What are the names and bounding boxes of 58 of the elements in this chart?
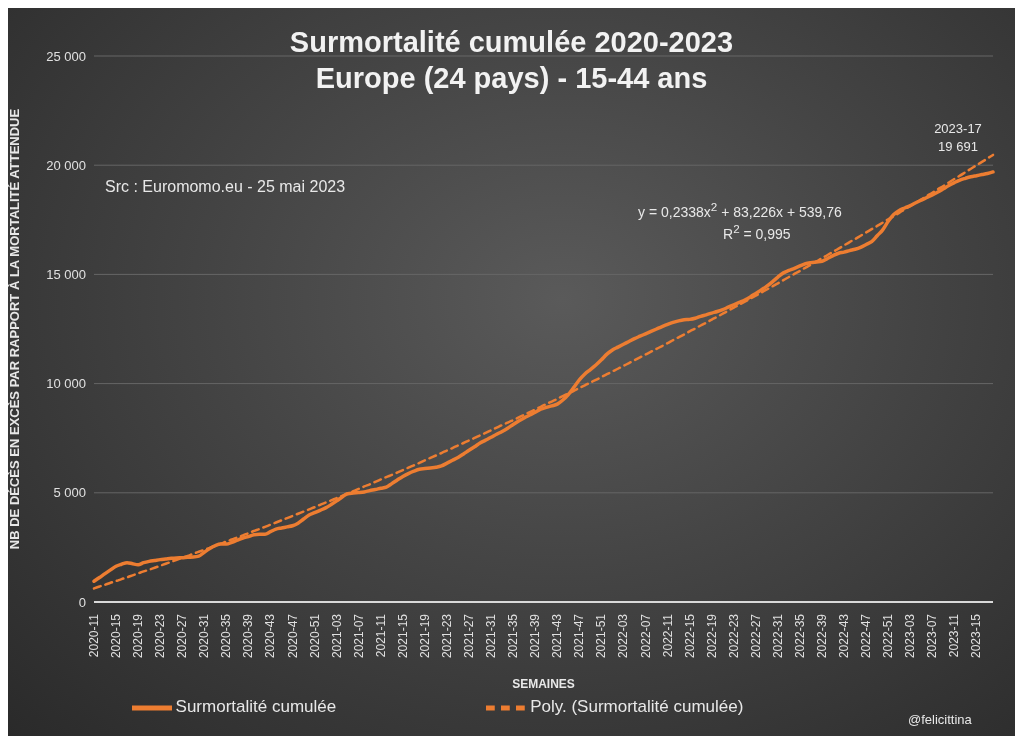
x-tick-label: 2022-47: [859, 613, 874, 659]
chart-title: Surmortalité cumulée 2020-2023: [289, 26, 734, 58]
x-tick-label: 2020-51: [307, 613, 322, 659]
x-tick-label: 2020-31: [197, 613, 212, 659]
x-tick-label: 2020-43: [263, 613, 278, 659]
text: @felicittina: [908, 712, 972, 727]
x-tick-label: 2022-35: [792, 613, 807, 659]
x-tick-label: 2020-35: [219, 613, 234, 659]
chart-subtitle: Europe (24 pays) - 15-44 ans: [315, 62, 708, 94]
x-tick-label: 2020-39: [241, 613, 256, 659]
x-tick-label: 2020-15: [109, 613, 124, 659]
x-tick-label: 2021-03: [329, 613, 344, 659]
x-axis-title: SEMAINES: [512, 677, 575, 691]
y-tick-label: 25 000: [46, 48, 86, 64]
x-tick-label: 2020-47: [285, 613, 300, 659]
x-tick-label: 2021-23: [439, 613, 454, 659]
x-tick-label: 2021-47: [572, 613, 587, 659]
x-tick-label: 2021-27: [462, 613, 477, 659]
x-tick-label: 2022-15: [682, 613, 697, 659]
x-tick-label: 2023-11: [947, 613, 962, 658]
x-tick-label: 2023-15: [969, 613, 984, 659]
x-tick-label: 2022-27: [748, 613, 763, 659]
x-tick-label: 2021-07: [351, 613, 366, 659]
x-tick-label: 2022-11: [660, 613, 675, 658]
y-axis-title: NB DE DÉCÈS EN EXCÈS PAR RAPPORT À LA MORTALITÉ ATTENDUE: [6, 108, 22, 550]
y-tick-label: 20 000: [46, 157, 86, 173]
x-tick-label: 2021-19: [417, 613, 432, 659]
x-tick-label: 2020-27: [175, 613, 190, 659]
legend-label: Surmortalité cumulée: [175, 697, 337, 717]
x-tick-label: 2022-43: [837, 613, 852, 659]
annotation: R$^{2}$ = 0,995: [723, 222, 791, 242]
x-tick-label: 2021-35: [506, 613, 521, 659]
x-tick-label: 2023-03: [903, 613, 918, 659]
y-tick-label: 10 000: [46, 376, 86, 392]
y-tick-label: 15 000: [46, 267, 86, 283]
x-tick-label: 2020-11: [87, 613, 101, 658]
x-tick-label: 2021-11: [373, 613, 388, 658]
x-tick-label: 2022-51: [881, 613, 896, 659]
x-tick-label: 2022-19: [704, 613, 719, 659]
annotation: y = 0,2338x$^{2}$ + 83,226x + 539,76: [638, 200, 842, 220]
x-tick-label: 2021-51: [594, 613, 609, 659]
x-tick-label: 2020-23: [153, 613, 168, 659]
x-tick-label: 2021-15: [395, 613, 410, 659]
x-tick-label: 2021-31: [484, 613, 499, 659]
x-tick-label: 2022-07: [638, 613, 653, 659]
x-tick-label: 2021-39: [528, 613, 543, 659]
annotation: Src : Euromomo.eu - 25 mai 2023: [105, 178, 346, 196]
x-tick-label: 2020-19: [131, 613, 146, 659]
x-tick-label: 2023-07: [925, 613, 940, 659]
y-tick-label: 0: [78, 594, 86, 610]
x-tick-label: 2021-43: [550, 613, 565, 659]
x-tick-label: 2022-23: [726, 613, 741, 659]
x-tick-label: 2022-03: [616, 613, 631, 659]
x-tick-label: 2022-39: [815, 613, 830, 659]
legend-label: Poly. (Surmortalité cumulée): [530, 697, 744, 717]
y-tick-label: 5 000: [53, 485, 86, 501]
annotation: 2023-17 19 691: [933, 119, 983, 156]
x-tick-label: 2022-31: [770, 613, 785, 659]
